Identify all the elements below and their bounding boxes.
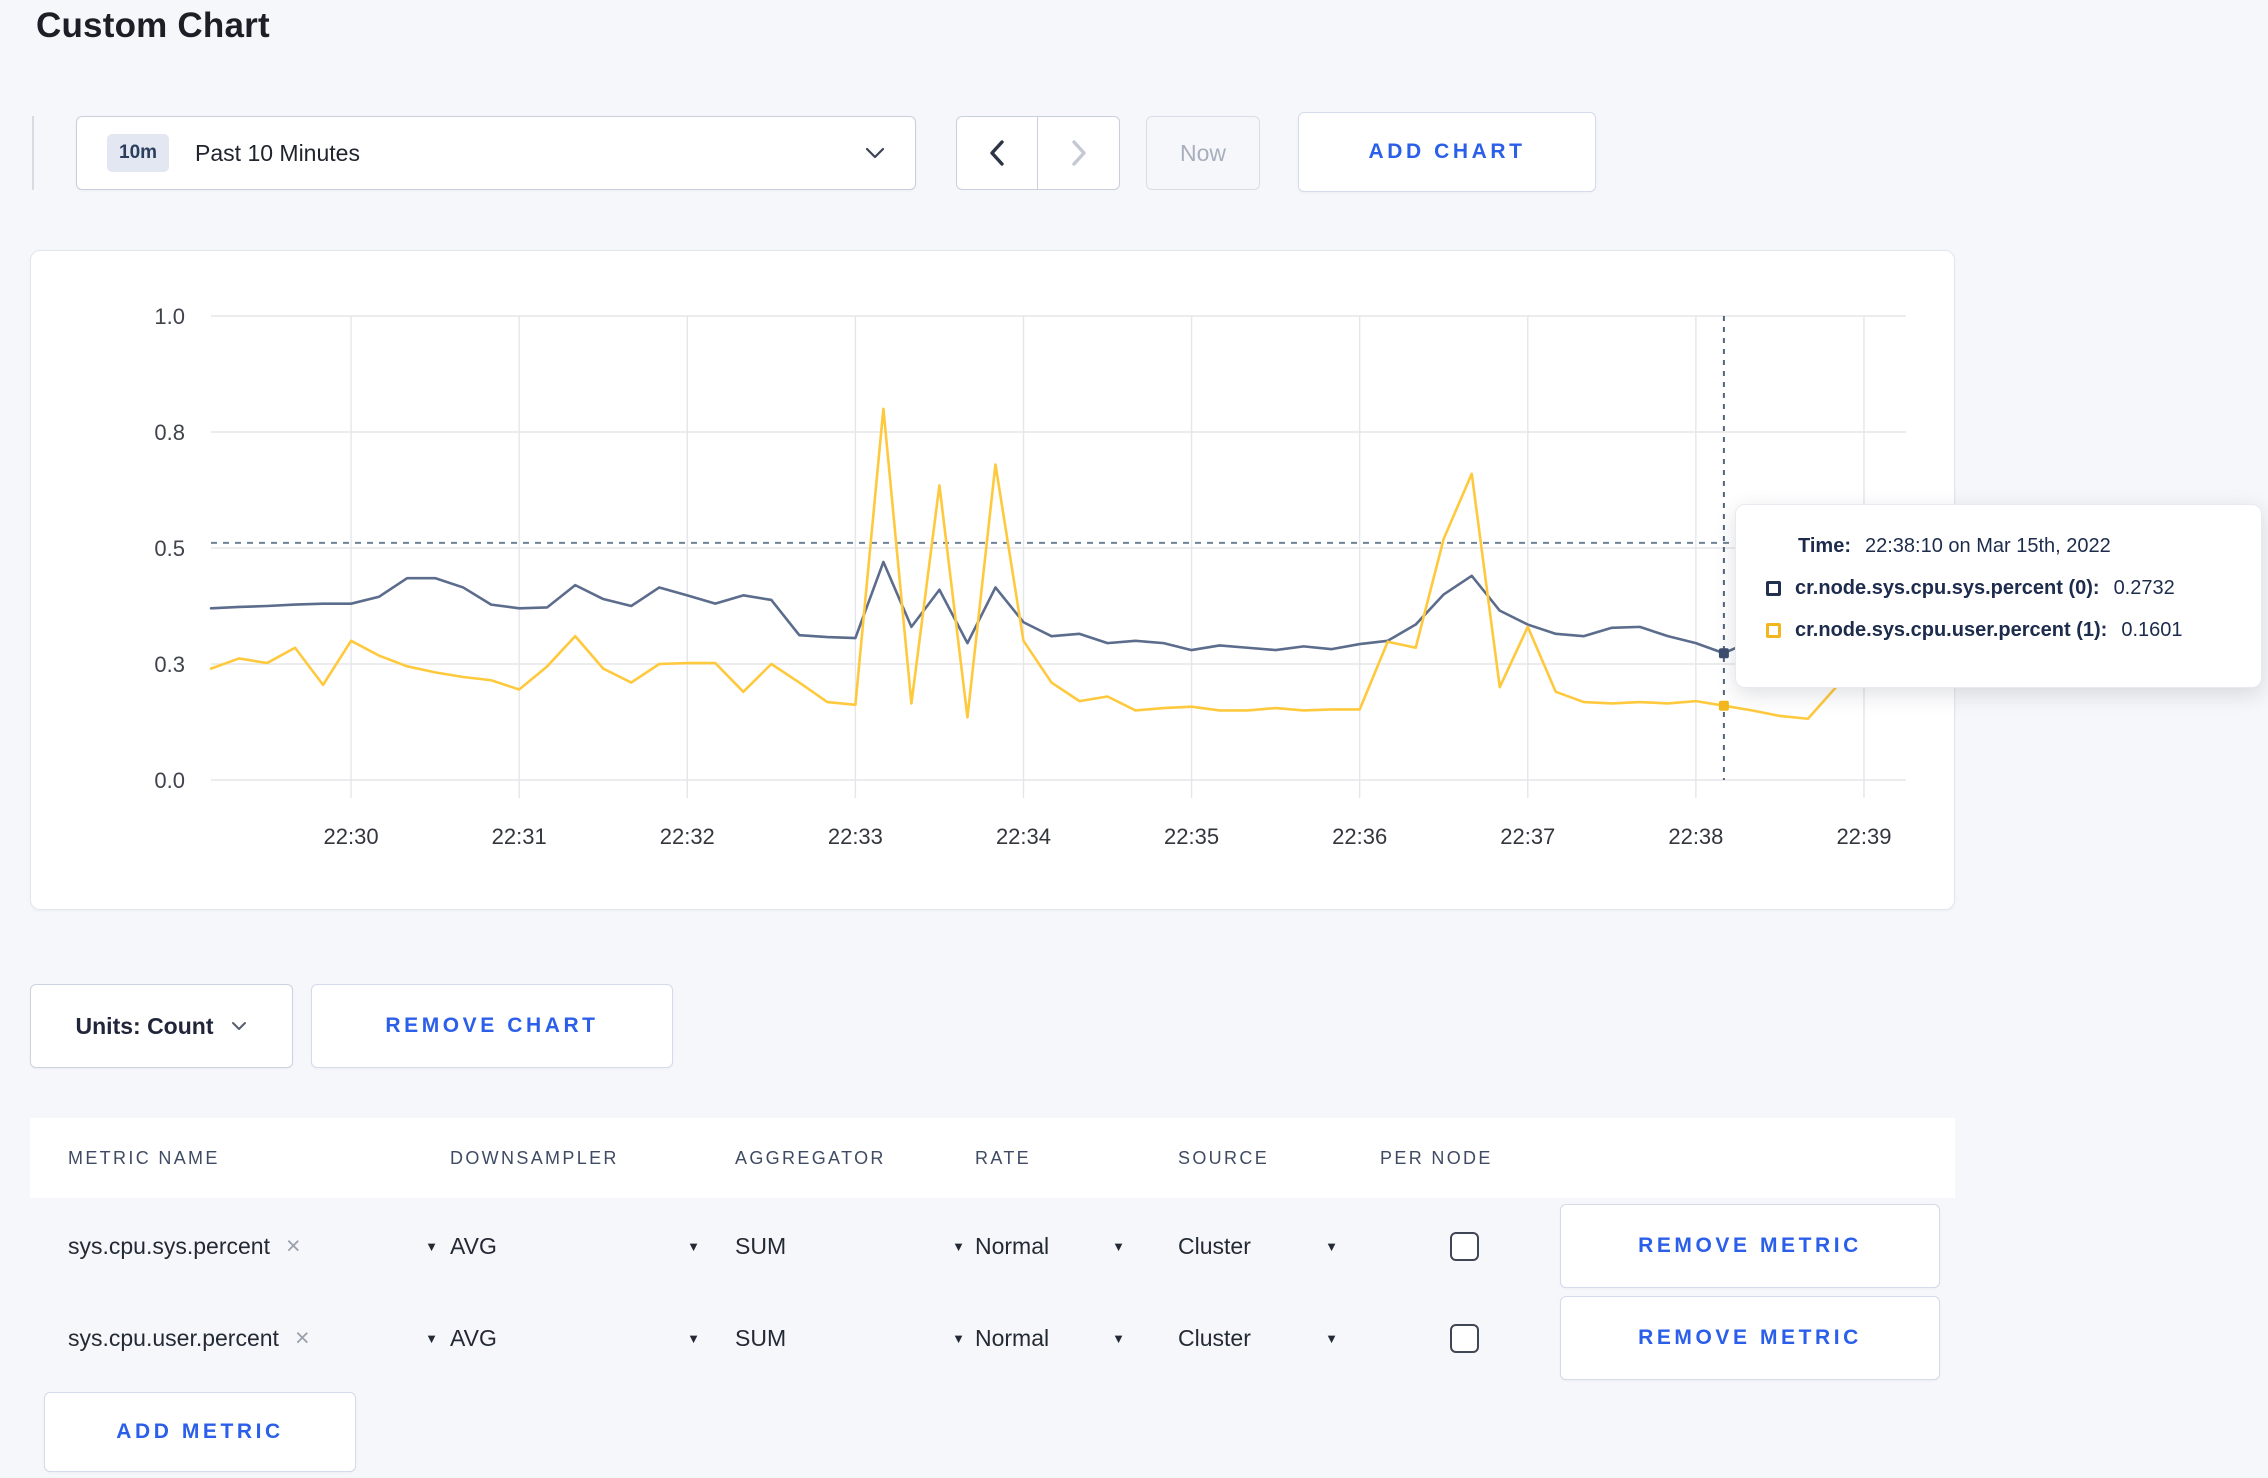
column-header-source: SOURCE (1178, 1147, 1270, 1168)
tooltip-series-value: 0.2732 (2113, 577, 2175, 599)
time-range-label: Past 10 Minutes (195, 139, 360, 166)
metric-name-value: sys.cpu.user.percent (68, 1324, 279, 1351)
units-label: Units: Count (75, 1012, 214, 1039)
svg-text:22:33: 22:33 (828, 824, 883, 849)
aggregator-select[interactable]: SUM ▼ (735, 1200, 965, 1292)
time-forward-button[interactable] (1038, 116, 1120, 190)
aggregator-value: SUM (735, 1232, 787, 1259)
svg-text:22:32: 22:32 (660, 824, 715, 849)
metric-name-select[interactable]: sys.cpu.user.percent × ▼ (68, 1292, 438, 1384)
caret-down-icon: ▼ (1112, 1238, 1125, 1254)
caret-down-icon: ▼ (425, 1330, 438, 1346)
now-button[interactable]: Now (1146, 116, 1260, 190)
svg-text:0.0: 0.0 (154, 768, 185, 793)
downsampler-select[interactable]: AVG ▼ (450, 1200, 700, 1292)
column-header-per-node: PER NODE (1380, 1147, 1493, 1168)
svg-text:22:35: 22:35 (1164, 824, 1219, 849)
tooltip-series-label: cr.node.sys.cpu.sys.percent (0): (1795, 577, 2100, 599)
caret-down-icon: ▼ (687, 1238, 700, 1254)
clear-metric-icon[interactable]: × (285, 1231, 301, 1260)
downsampler-value: AVG (450, 1232, 497, 1259)
time-range-toolbar: 10m Past 10 Minutes Now (32, 116, 1260, 190)
per-node-cell (1450, 1200, 1510, 1292)
aggregator-value: SUM (735, 1324, 787, 1351)
metric-name-select[interactable]: sys.cpu.sys.percent × ▼ (68, 1200, 438, 1292)
downsampler-select[interactable]: AVG ▼ (450, 1292, 700, 1384)
metrics-table-header: METRIC NAME DOWNSAMPLER AGGREGATOR RATE … (30, 1118, 1955, 1198)
per-node-checkbox[interactable] (1450, 1231, 1479, 1261)
downsampler-value: AVG (450, 1324, 497, 1351)
tooltip-series-row: cr.node.sys.cpu.user.percent (1): 0.1601 (1766, 619, 2261, 642)
column-header-aggregator: AGGREGATOR (735, 1147, 886, 1168)
remove-metric-button[interactable]: REMOVE METRIC (1560, 1296, 1940, 1380)
caret-down-icon: ▼ (1325, 1330, 1338, 1346)
clear-metric-icon[interactable]: × (294, 1323, 310, 1352)
caret-down-icon: ▼ (425, 1238, 438, 1254)
svg-text:1.0: 1.0 (154, 304, 185, 329)
tooltip-series-value: 0.1601 (2121, 619, 2183, 641)
toolbar-divider (32, 116, 34, 190)
remove-chart-button[interactable]: REMOVE CHART (311, 984, 673, 1068)
page-title: Custom Chart (36, 6, 270, 45)
tooltip-series-label: cr.node.sys.cpu.user.percent (1): (1795, 619, 2108, 641)
column-header-rate: RATE (975, 1147, 1032, 1168)
chart-hover-tooltip: Time: 22:38:10 on Mar 15th, 2022 cr.node… (1735, 504, 2262, 688)
source-select[interactable]: Cluster ▼ (1178, 1200, 1338, 1292)
tooltip-series-row: cr.node.sys.cpu.sys.percent (0): 0.2732 (1766, 577, 2261, 600)
aggregator-select[interactable]: SUM ▼ (735, 1292, 965, 1384)
source-select[interactable]: Cluster ▼ (1178, 1292, 1338, 1384)
caret-down-icon: ▼ (952, 1330, 965, 1346)
column-header-metric-name: METRIC NAME (68, 1147, 220, 1168)
chart-card: 1.0 0.8 0.5 0.3 0.0 22:30 22:31 22:32 22:33 22:34… (30, 250, 1955, 910)
metric-name-value: sys.cpu.sys.percent (68, 1232, 270, 1259)
sys-series-swatch-icon (1766, 581, 1781, 596)
units-dropdown[interactable]: Units: Count (30, 984, 293, 1068)
chevron-down-icon (865, 147, 885, 159)
per-node-cell (1450, 1292, 1510, 1384)
caret-down-icon: ▼ (1325, 1238, 1338, 1254)
time-range-badge: 10m (107, 134, 170, 172)
svg-text:22:39: 22:39 (1836, 824, 1891, 849)
svg-text:0.8: 0.8 (154, 420, 185, 445)
rate-select[interactable]: Normal ▼ (975, 1200, 1125, 1292)
svg-text:22:36: 22:36 (1332, 824, 1387, 849)
caret-down-icon: ▼ (1112, 1330, 1125, 1346)
time-range-dropdown[interactable]: 10m Past 10 Minutes (76, 116, 916, 190)
per-node-checkbox[interactable] (1450, 1323, 1479, 1353)
tooltip-time-row: Time: 22:38:10 on Mar 15th, 2022 (1766, 535, 2261, 558)
rate-value: Normal (975, 1324, 1050, 1351)
svg-text:22:31: 22:31 (492, 824, 547, 849)
svg-text:22:34: 22:34 (996, 824, 1051, 849)
rate-select[interactable]: Normal ▼ (975, 1292, 1125, 1384)
source-value: Cluster (1178, 1324, 1251, 1351)
metric-row: sys.cpu.user.percent × ▼ AVG ▼ SUM ▼ Nor… (30, 1292, 1955, 1384)
source-value: Cluster (1178, 1232, 1251, 1259)
svg-text:22:38: 22:38 (1668, 824, 1723, 849)
add-metric-button[interactable]: ADD METRIC (44, 1392, 356, 1472)
tooltip-time-label: Time: (1798, 535, 1851, 557)
caret-down-icon: ▼ (952, 1238, 965, 1254)
timeseries-chart[interactable]: 1.0 0.8 0.5 0.3 0.0 22:30 22:31 22:32 22:33 22:34… (31, 251, 1954, 909)
caret-down-icon: ▼ (687, 1330, 700, 1346)
svg-text:0.5: 0.5 (154, 536, 185, 561)
tooltip-time-value: 22:38:10 on Mar 15th, 2022 (1864, 535, 2111, 557)
column-header-downsampler: DOWNSAMPLER (450, 1147, 619, 1168)
rate-value: Normal (975, 1232, 1050, 1259)
svg-text:22:37: 22:37 (1500, 824, 1555, 849)
time-back-button[interactable] (956, 116, 1038, 190)
remove-metric-button[interactable]: REMOVE METRIC (1560, 1204, 1940, 1288)
svg-text:22:30: 22:30 (324, 824, 379, 849)
add-chart-button[interactable]: ADD CHART (1298, 112, 1596, 192)
chevron-down-icon (231, 1021, 247, 1031)
svg-text:0.3: 0.3 (154, 652, 185, 677)
metric-row: sys.cpu.sys.percent × ▼ AVG ▼ SUM ▼ Norm… (30, 1200, 1955, 1292)
user-series-swatch-icon (1766, 623, 1781, 638)
time-nav-group (956, 116, 1120, 190)
